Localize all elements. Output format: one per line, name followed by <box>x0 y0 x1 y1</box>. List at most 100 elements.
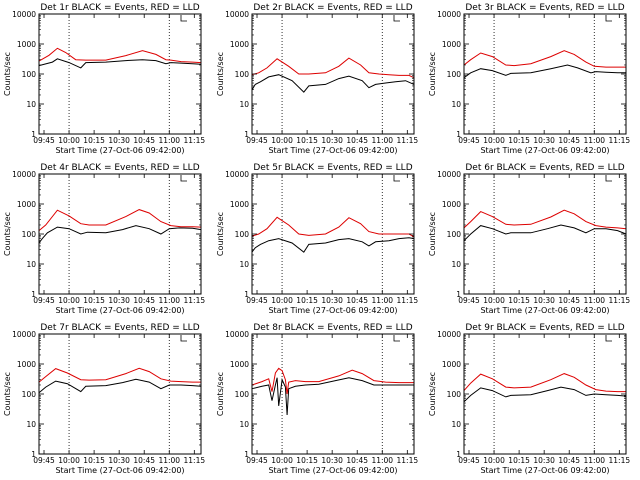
y-tick-label: 10 <box>26 260 36 269</box>
x-tick-label: 10:00 <box>271 296 293 305</box>
y-tick-label: 10 <box>239 420 249 429</box>
y-tick-label: 10 <box>451 260 461 269</box>
lld-line <box>463 373 626 393</box>
y-tick-label: 1000 <box>17 40 36 49</box>
x-tick-label: 10:30 <box>321 136 343 145</box>
x-tick-label: 10:30 <box>321 456 343 465</box>
y-axis-label: Counts/sec <box>216 52 225 96</box>
x-tick-label: 10:15 <box>296 296 318 305</box>
corner-marker <box>605 175 612 182</box>
y-tick-label: 100 <box>22 230 37 239</box>
corner-marker <box>393 335 400 342</box>
lld-line <box>463 50 626 68</box>
y-tick-label: 100 <box>447 230 462 239</box>
x-tick-label: 10:45 <box>133 456 155 465</box>
y-axis-label: Counts/sec <box>3 52 12 96</box>
y-tick-label: 10 <box>239 100 249 109</box>
y-axis-label: Counts/sec <box>428 52 437 96</box>
panel-title: Det 2r BLACK = Events, RED = LLD <box>253 3 412 13</box>
x-tick-label: 09:45 <box>458 136 480 145</box>
panel-title: Det 6r BLACK = Events, RED = LLD <box>465 163 624 173</box>
events-line <box>463 224 627 242</box>
y-tick-label: 100 <box>235 70 250 79</box>
x-axis-label: Start Time (27-Oct-06 09:42:00) <box>55 146 184 155</box>
panel-title: Det 1r BLACK = Events, RED = LLD <box>40 3 199 13</box>
lld-line <box>251 216 415 238</box>
panel-title: Det 9r BLACK = Events, RED = LLD <box>465 323 624 333</box>
y-tick-label: 1 <box>31 290 36 299</box>
y-tick-label: 1 <box>456 130 461 139</box>
corner-marker <box>180 15 187 22</box>
plot-frame <box>463 173 627 295</box>
events-line <box>463 64 626 79</box>
x-tick-label: 09:45 <box>246 296 268 305</box>
y-tick-label: 100 <box>22 70 37 79</box>
x-tick-label: 10:00 <box>271 136 293 145</box>
x-tick-label: 10:00 <box>271 456 293 465</box>
y-tick-label: 1000 <box>442 200 461 209</box>
corner-marker <box>393 175 400 182</box>
x-tick-label: 11:15 <box>397 136 419 145</box>
y-tick-label: 10000 <box>12 330 36 339</box>
y-tick-label: 100 <box>22 390 37 399</box>
x-tick-label: 11:00 <box>158 296 180 305</box>
y-tick-label: 10 <box>239 260 249 269</box>
y-tick-label: 10000 <box>225 10 249 19</box>
lld-line <box>38 47 202 64</box>
x-tick-label: 10:45 <box>558 296 580 305</box>
x-axis-label: Start Time (27-Oct-06 09:42:00) <box>268 306 397 315</box>
plot-frame <box>38 13 202 135</box>
events-line <box>38 58 202 69</box>
x-tick-label: 11:15 <box>609 296 631 305</box>
x-tick-label: 10:45 <box>346 456 368 465</box>
y-tick-label: 100 <box>235 390 250 399</box>
panel-title: Det 7r BLACK = Events, RED = LLD <box>40 323 199 333</box>
x-axis-label: Start Time (27-Oct-06 09:42:00) <box>55 306 184 315</box>
x-tick-label: 10:15 <box>83 456 105 465</box>
x-tick-label: 09:45 <box>246 456 268 465</box>
x-axis-label: Start Time (27-Oct-06 09:42:00) <box>480 146 609 155</box>
y-tick-label: 1000 <box>17 360 36 369</box>
x-tick-label: 10:30 <box>533 456 555 465</box>
x-tick-label: 10:45 <box>558 136 580 145</box>
x-tick-label: 10:15 <box>296 136 318 145</box>
x-tick-label: 11:00 <box>583 456 605 465</box>
y-axis-label: Counts/sec <box>428 212 437 256</box>
y-tick-label: 10 <box>26 100 36 109</box>
x-tick-label: 10:00 <box>58 136 80 145</box>
events-line <box>251 74 415 93</box>
y-axis-label: Counts/sec <box>3 372 12 416</box>
panel-title: Det 4r BLACK = Events, RED = LLD <box>40 163 199 173</box>
events-line <box>38 225 202 244</box>
x-tick-label: 10:45 <box>558 456 580 465</box>
y-tick-label: 100 <box>235 230 250 239</box>
x-tick-label: 11:15 <box>609 456 631 465</box>
plot-frame <box>463 13 627 135</box>
x-tick-label: 09:45 <box>33 136 55 145</box>
x-tick-label: 10:30 <box>533 136 555 145</box>
y-tick-label: 1000 <box>442 40 461 49</box>
y-tick-label: 10000 <box>12 10 36 19</box>
x-tick-label: 11:00 <box>158 136 180 145</box>
x-axis-label: Start Time (27-Oct-06 09:42:00) <box>268 146 397 155</box>
events-line <box>251 377 414 416</box>
x-tick-label: 10:15 <box>296 456 318 465</box>
y-tick-label: 1 <box>456 290 461 299</box>
lld-line <box>38 367 201 383</box>
corner-marker <box>605 335 612 342</box>
x-axis-label: Start Time (27-Oct-06 09:42:00) <box>480 306 609 315</box>
x-tick-label: 10:00 <box>58 296 80 305</box>
x-tick-label: 10:45 <box>133 136 155 145</box>
y-tick-label: 1 <box>456 450 461 459</box>
x-tick-label: 11:15 <box>397 296 419 305</box>
y-axis-label: Counts/sec <box>216 372 225 416</box>
events-line <box>463 386 627 403</box>
y-tick-label: 10 <box>451 420 461 429</box>
y-tick-label: 1000 <box>17 200 36 209</box>
y-tick-label: 10000 <box>225 330 249 339</box>
corner-marker <box>180 335 187 342</box>
x-axis-label: Start Time (27-Oct-06 09:42:00) <box>268 466 397 475</box>
